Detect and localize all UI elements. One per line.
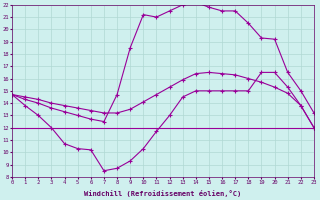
X-axis label: Windchill (Refroidissement éolien,°C): Windchill (Refroidissement éolien,°C) [84,190,242,197]
